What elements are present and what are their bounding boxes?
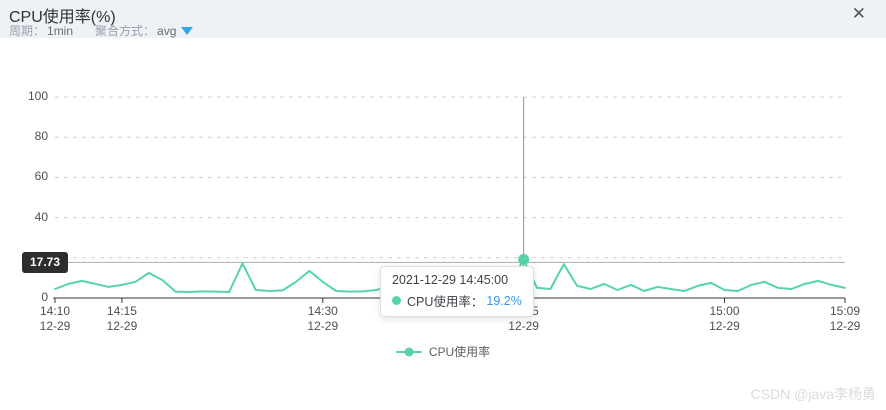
- y-axis-label: 80: [34, 129, 48, 144]
- y-axis-label: 0: [41, 290, 48, 304]
- y-axis-label: 100: [27, 89, 48, 103]
- chevron-down-icon: [181, 26, 194, 35]
- legend-label: CPU使用率: [428, 345, 491, 359]
- x-axis-label: 14:30 12-29: [307, 304, 339, 333]
- x-axis-label: 14:15 12-29: [106, 304, 138, 333]
- x-axis-label: 14:10 12-29: [39, 304, 71, 333]
- aggregation-label: 聚合方式：: [95, 24, 156, 38]
- chart-tooltip: 2021-12-29 14:45:00 CPU使用率： 19.2%: [380, 266, 534, 317]
- period-value: 1min: [47, 23, 74, 38]
- close-button[interactable]: ✕: [851, 4, 866, 23]
- tooltip-series-value: 19.2%: [486, 293, 522, 308]
- series-marker-icon: [392, 296, 401, 305]
- tooltip-series-row: CPU使用率： 19.2%: [392, 291, 522, 310]
- tooltip-datetime: 2021-12-29 14:45:00: [392, 273, 509, 287]
- tooltip-series-label: CPU使用率：: [407, 295, 484, 309]
- y-axis-label: 60: [34, 169, 48, 184]
- legend-line-marker-icon: [395, 347, 422, 356]
- legend-cpu-usage[interactable]: CPU使用率: [0, 343, 886, 360]
- axis-pointer-value-badge: 17.73: [22, 252, 69, 274]
- x-axis-label: 15:09 12-29: [829, 304, 861, 333]
- aggregation-select[interactable]: avg: [155, 23, 194, 38]
- aggregation-value: avg: [157, 23, 177, 38]
- chart-settings-row: 周期： 1min 聚合方式： avg: [9, 22, 194, 39]
- x-axis-label: 15:00 12-29: [709, 304, 740, 333]
- y-axis-label: 40: [34, 209, 48, 224]
- watermark: CSDN @java李杨勇: [750, 386, 876, 402]
- dialog-title: CPU使用率(%): [9, 9, 116, 26]
- period-label: 周期：: [9, 24, 46, 38]
- highlighted-data-point[interactable]: [518, 253, 530, 265]
- dialog-header: CPU使用率(%) 周期： 1min 聚合方式： avg ✕: [0, 0, 886, 38]
- legend-dot-icon: [404, 347, 414, 356]
